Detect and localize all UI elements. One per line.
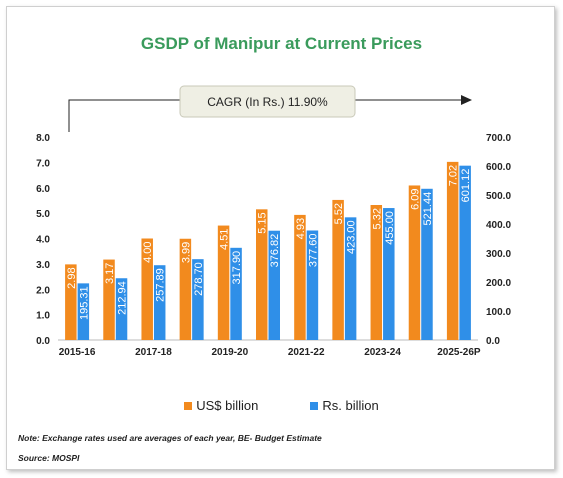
y-right-tick-label: 700.0 xyxy=(486,133,511,144)
bar-rs xyxy=(153,265,166,340)
bar-rs xyxy=(230,247,242,340)
bar-usd-label: 4.00 xyxy=(142,242,154,263)
bar-rs xyxy=(268,230,280,340)
legend-swatch-usd xyxy=(184,401,193,410)
cagr-annotation: CAGR (In Rs.) 11.90% xyxy=(68,85,472,132)
bar-rs xyxy=(383,208,395,340)
y-right-tick-label: 400.0 xyxy=(486,220,511,231)
x-tick-label: 2025-26P xyxy=(437,347,481,358)
y-left-tick-label: 8.0 xyxy=(36,133,50,144)
bar-rs xyxy=(421,188,433,340)
bar-usd xyxy=(332,199,344,340)
legend-swatch-rs xyxy=(310,401,319,410)
bar-usd xyxy=(256,209,268,340)
bar-usd-label: 6.09 xyxy=(409,188,421,209)
legend-label-rs: Rs. billion xyxy=(322,398,379,413)
bar-usd xyxy=(294,214,306,340)
chart-legend: US$ billion Rs. billion xyxy=(0,398,563,413)
x-tick-label: 2021-22 xyxy=(288,347,325,358)
bar-usd xyxy=(65,264,77,340)
bar-usd-label: 2.98 xyxy=(66,267,78,288)
bar-rs-label: 377.60 xyxy=(307,233,319,267)
y-left-tick-label: 6.0 xyxy=(36,184,50,195)
legend-item-rs: Rs. billion xyxy=(310,398,379,413)
y-left-tick-label: 3.0 xyxy=(36,260,50,271)
x-tick-label: 2015-16 xyxy=(59,347,96,358)
bar-usd xyxy=(141,238,153,340)
bar-rs-label: 601.12 xyxy=(460,169,472,203)
bar-rs xyxy=(459,165,471,340)
x-tick-label: 2023-24 xyxy=(364,347,401,358)
bar-rs-label: 278.70 xyxy=(193,262,205,296)
chart-axes: 0.0 1.0 2.0 3.0 4.0 5.0 6.0 7.0 8.0 0.0 100.0 200.0… xyxy=(36,133,511,358)
y-right-tick-label: 100.0 xyxy=(486,307,511,318)
bar-rs xyxy=(192,259,204,340)
y-left-tick-label: 5.0 xyxy=(36,209,50,220)
bar-usd xyxy=(103,259,115,340)
bar-usd-label: 3.17 xyxy=(104,263,116,284)
legend-label-usd: US$ billion xyxy=(196,398,259,413)
y-left-tick-label: 2.0 xyxy=(36,285,50,296)
y-right-tick-label: 200.0 xyxy=(486,278,511,289)
y-right-tick-label: 500.0 xyxy=(486,191,511,202)
cagr-label: CAGR (In Rs.) 11.90% xyxy=(207,95,328,109)
bar-rs-label: 376.82 xyxy=(269,234,281,268)
bar-usd-label: 5.32 xyxy=(371,208,383,229)
bar-rs-label: 317.90 xyxy=(231,251,243,285)
bar-rs xyxy=(77,283,90,340)
bar-usd xyxy=(408,185,421,340)
y-left-tick-label: 0.0 xyxy=(36,336,50,347)
bar-rs-label: 195.31 xyxy=(78,286,90,320)
x-tick-label: 2019-20 xyxy=(211,347,248,358)
bar-usd-label: 5.15 xyxy=(257,212,269,233)
bar-usd xyxy=(370,205,383,340)
bar-series: 2.98 3.17 4.00 3.99 4.51 5.15 4.93 5.52 5.32 6.09… xyxy=(65,161,472,340)
legend-item-usd: US$ billion xyxy=(184,398,258,413)
chart-title: GSDP of Manipur at Current Prices xyxy=(140,34,423,53)
bar-usd xyxy=(179,238,192,340)
y-left-tick-label: 1.0 xyxy=(36,311,50,322)
bar-usd-label: 4.51 xyxy=(219,229,231,250)
bar-rs-label: 257.89 xyxy=(155,268,167,302)
bar-usd-label: 3.99 xyxy=(180,242,192,263)
source-note: Source: MOSPI xyxy=(18,453,80,463)
bar-rs xyxy=(115,278,128,340)
y-right-tick-label: 0.0 xyxy=(486,336,500,347)
footnote: Note: Exchange rates used are averages o… xyxy=(18,433,322,443)
bar-rs xyxy=(344,217,357,340)
bar-rs-label: 423.00 xyxy=(346,220,358,254)
bar-usd-label: 7.02 xyxy=(448,165,460,186)
bar-rs xyxy=(306,230,319,340)
bar-usd-label: 4.93 xyxy=(295,218,307,239)
y-left-tick-label: 4.0 xyxy=(36,235,50,246)
bar-rs-label: 521.44 xyxy=(422,192,434,226)
bar-rs-label: 212.94 xyxy=(117,281,129,315)
x-tick-label: 2017-18 xyxy=(135,347,172,358)
bar-usd xyxy=(217,225,230,340)
bar-rs-label: 455.00 xyxy=(384,211,396,245)
bar-usd-label: 5.52 xyxy=(333,203,345,224)
y-right-tick-label: 600.0 xyxy=(486,162,511,173)
y-left-tick-label: 7.0 xyxy=(36,158,50,169)
y-right-tick-label: 300.0 xyxy=(486,249,511,260)
bar-usd xyxy=(446,161,459,340)
